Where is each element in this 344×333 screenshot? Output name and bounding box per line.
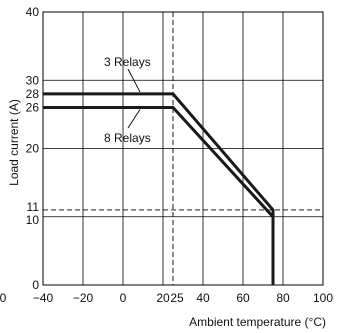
x-tick-label: 100	[313, 291, 333, 305]
left-edge-label: 0	[0, 291, 7, 305]
reference-lines	[43, 12, 323, 285]
y-tick-label: 28	[26, 87, 40, 101]
y-axis-title: Load current (A)	[7, 99, 21, 186]
x-tick-label: −40	[33, 291, 54, 305]
series-line-3-relays	[43, 92, 275, 285]
y-tick-label: 10	[26, 213, 40, 227]
annotation-label: 8 Relays	[104, 131, 151, 145]
x-tick-label: 0	[120, 291, 127, 305]
annotation-leader	[127, 68, 141, 93]
annotation-leader	[127, 109, 141, 129]
grid-layer	[43, 12, 323, 285]
series-line-8-relays	[43, 106, 275, 285]
annotation-layer: 3 Relays 8 Relays	[104, 55, 151, 145]
y-tick-label: 20	[26, 142, 40, 156]
y-tick-label: 26	[26, 101, 40, 115]
x-tick-label: −20	[73, 291, 94, 305]
x-tick-label: 40	[196, 291, 210, 305]
y-tick-label: 30	[26, 73, 40, 87]
y-tick-label: 0	[32, 278, 39, 292]
y-tick-label: 40	[26, 5, 40, 19]
plot-frame	[42, 11, 324, 286]
x-tick-label: 80	[276, 291, 290, 305]
x-tick-label: 20	[156, 291, 170, 305]
x-tick-label: 60	[236, 291, 250, 305]
annotation-label: 3 Relays	[104, 55, 151, 69]
series-layer	[43, 92, 275, 285]
x-tick-label: 25	[170, 291, 184, 305]
x-axis-title: Ambient temperature (°C)	[189, 315, 326, 329]
y-tick-label: 11	[27, 200, 40, 214]
